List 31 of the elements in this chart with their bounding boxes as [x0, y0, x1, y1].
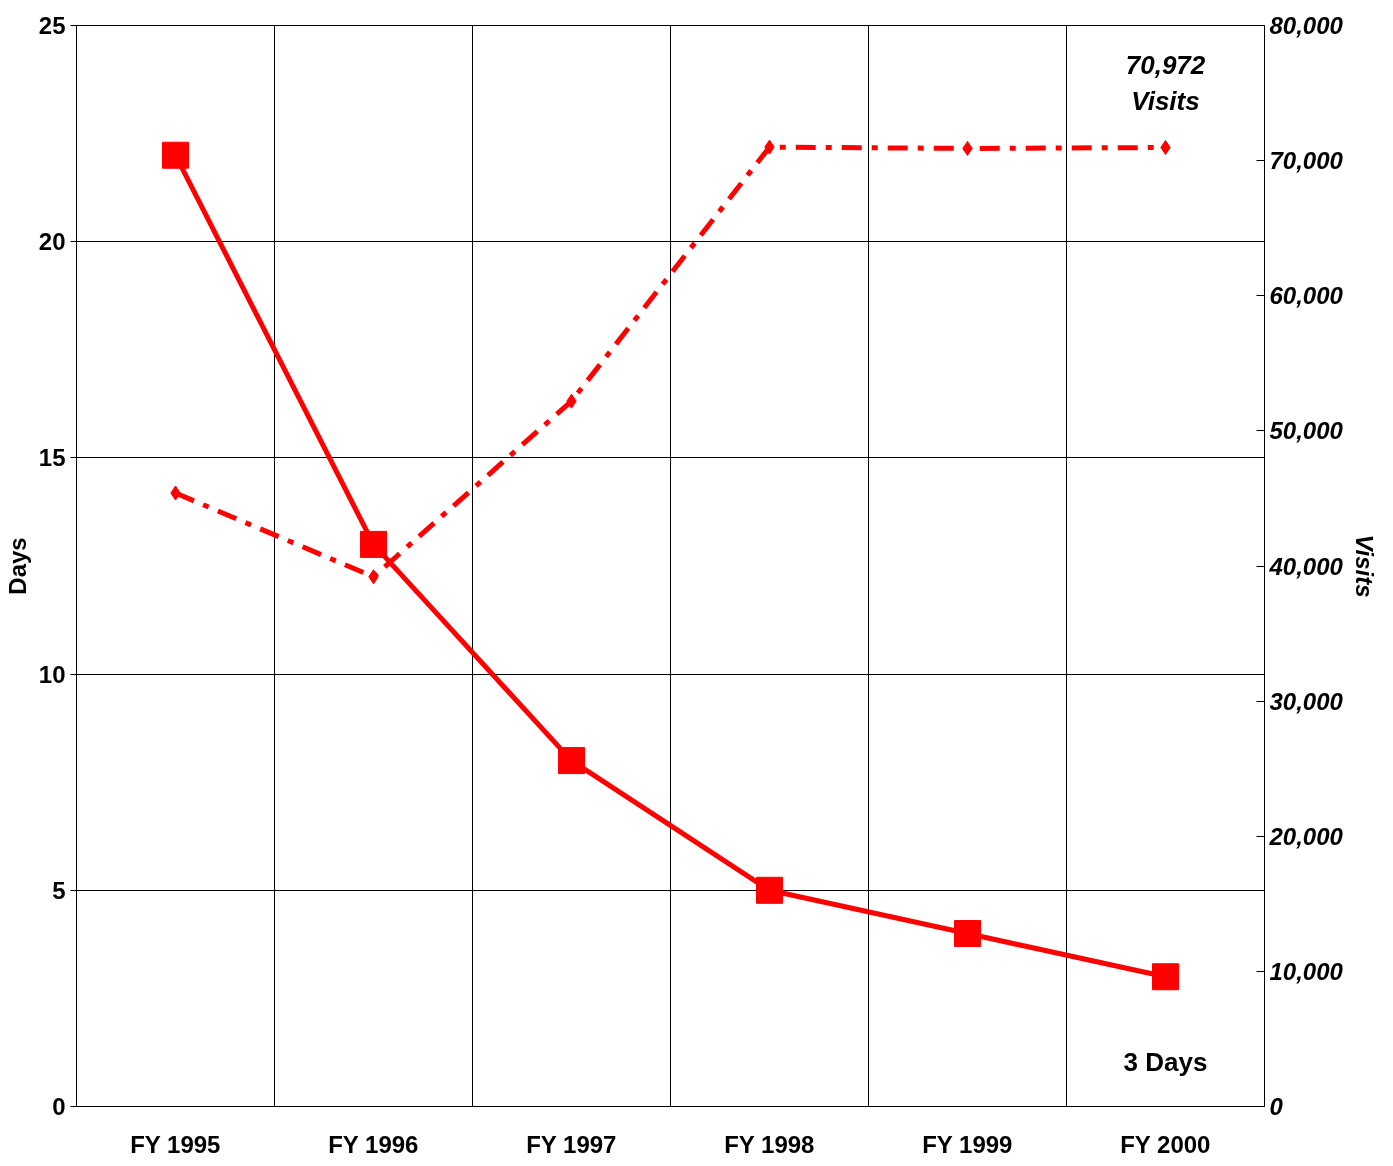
y2-tick-label: 50,000 — [1269, 417, 1344, 445]
y-tick-label: 15 — [38, 444, 66, 472]
y-tick-label: 10 — [38, 660, 66, 688]
point — [360, 530, 387, 558]
point — [756, 876, 783, 904]
y-tick-label: 20 — [38, 228, 66, 256]
point — [162, 141, 189, 169]
y-axis-title: Days — [3, 537, 31, 595]
y2-tick-label: 30,000 — [1269, 687, 1344, 715]
y2-tick-label: 0 — [1269, 1093, 1284, 1120]
annotation: 70,972 Visits — [1125, 49, 1206, 116]
point — [954, 920, 981, 948]
x-tick-label: FY 1996 — [328, 1130, 419, 1158]
point — [1152, 963, 1179, 991]
x-tick-label: FY 1997 — [526, 1130, 617, 1158]
y2-tick-label: 20,000 — [1268, 822, 1344, 850]
point — [558, 747, 585, 775]
x-tick-label: FY 1998 — [724, 1130, 815, 1158]
annotation: 3 Days — [1123, 1046, 1208, 1077]
y-tick-label: 5 — [52, 876, 66, 904]
y-tick-label: 0 — [52, 1093, 66, 1120]
y2-tick-label: 60,000 — [1269, 282, 1344, 310]
y-tick-label: 25 — [38, 12, 66, 39]
x-tick-label: FY 1995 — [130, 1130, 221, 1158]
y2-tick-label: 70,000 — [1269, 147, 1344, 175]
x-tick-label: FY 1999 — [922, 1130, 1013, 1158]
y2-axis-title: Visits — [1350, 534, 1378, 598]
y2-tick-label: 10,000 — [1269, 957, 1344, 985]
y2-tick-label: 40,000 — [1268, 552, 1344, 580]
y2-tick-label: 80,000 — [1269, 12, 1344, 39]
x-tick-label: FY 2000 — [1120, 1130, 1211, 1158]
